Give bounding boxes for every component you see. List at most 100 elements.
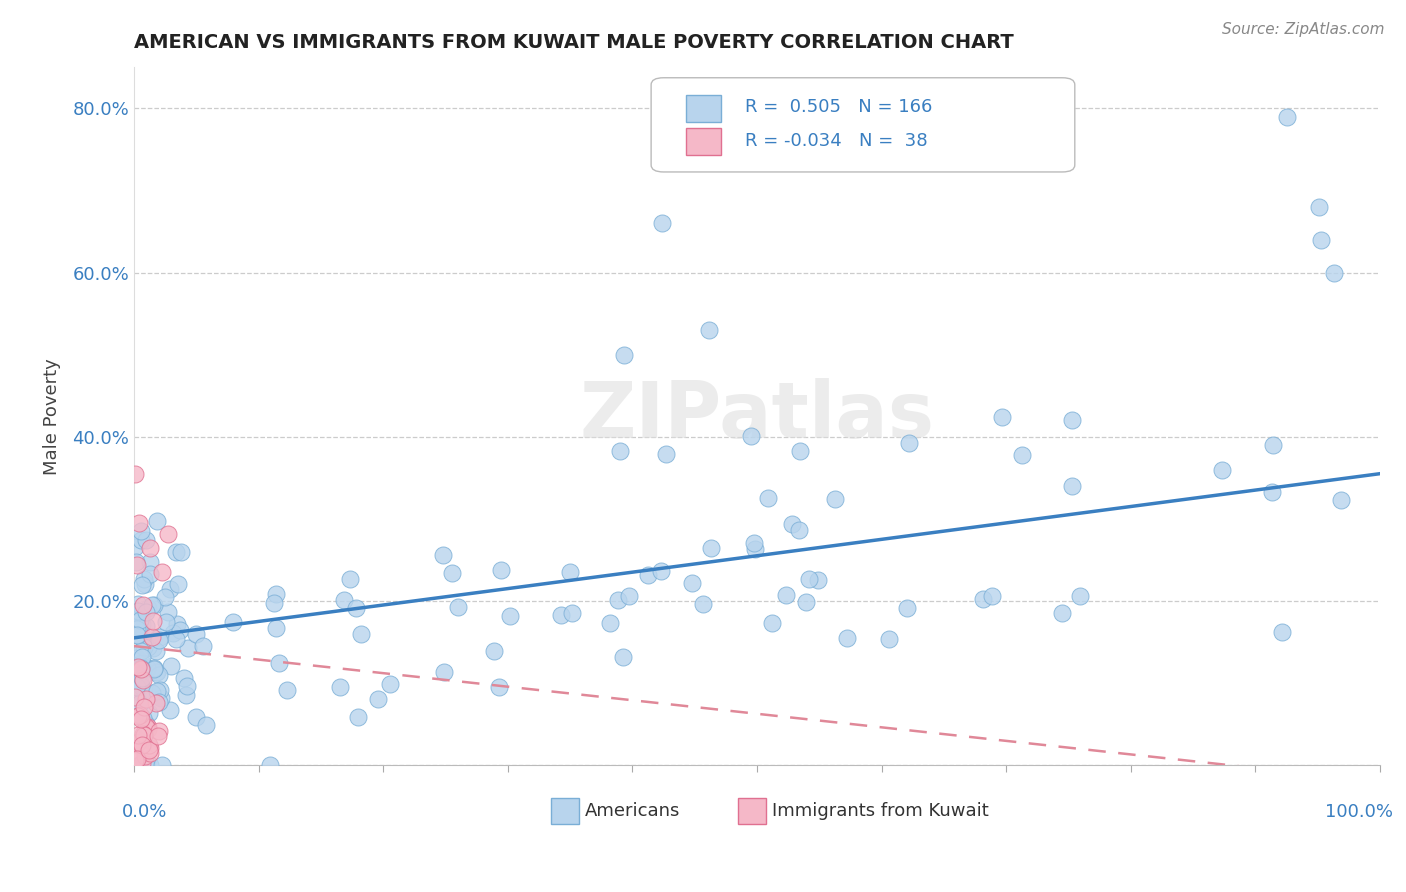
Point <box>141 641 163 656</box>
Point <box>1309 233 1331 247</box>
Point <box>184 710 207 724</box>
Point <box>138 706 160 720</box>
Point <box>132 640 155 655</box>
Point <box>794 595 817 609</box>
Point <box>1330 493 1353 508</box>
Point <box>124 615 146 630</box>
Point <box>124 650 146 665</box>
Point <box>606 593 628 607</box>
Point <box>367 692 389 706</box>
Point <box>136 722 159 736</box>
Y-axis label: Male Poverty: Male Poverty <box>44 358 60 475</box>
Point <box>186 627 208 641</box>
Point <box>550 608 572 623</box>
Point <box>128 621 150 635</box>
Point <box>824 492 846 507</box>
Point <box>440 566 463 580</box>
Point <box>129 608 152 623</box>
Point <box>787 523 810 537</box>
Point <box>433 665 456 679</box>
Point <box>329 680 352 694</box>
Point <box>128 739 150 753</box>
Point <box>139 567 162 582</box>
Point <box>135 606 157 620</box>
Point <box>129 662 152 676</box>
Point <box>125 651 148 665</box>
Point <box>132 673 155 687</box>
Point <box>129 675 152 690</box>
Point <box>129 696 152 710</box>
Point <box>350 627 373 641</box>
Point <box>132 572 155 586</box>
Point <box>125 612 148 626</box>
Point <box>129 708 152 723</box>
Point <box>157 606 180 620</box>
Point <box>143 598 166 612</box>
Text: Immigrants from Kuwait: Immigrants from Kuwait <box>772 802 988 820</box>
Point <box>142 614 165 628</box>
Point <box>775 588 797 602</box>
Point <box>143 661 166 675</box>
Point <box>135 716 157 731</box>
Text: R = -0.034   N =  38: R = -0.034 N = 38 <box>745 132 927 150</box>
Point <box>145 665 167 679</box>
Point <box>145 696 167 710</box>
Point <box>134 576 156 591</box>
Point <box>128 661 150 675</box>
Bar <box>686 128 721 154</box>
Point <box>139 758 162 772</box>
Point <box>131 578 153 592</box>
Point <box>756 491 779 505</box>
Point <box>138 743 160 757</box>
Point <box>135 692 157 706</box>
Point <box>1062 413 1084 427</box>
Point <box>264 587 287 601</box>
Point <box>1261 438 1284 452</box>
Point <box>124 690 146 704</box>
Point <box>1060 479 1083 493</box>
Point <box>194 717 217 731</box>
Point <box>135 758 157 772</box>
Point <box>699 323 721 337</box>
Point <box>138 600 160 615</box>
Text: AMERICAN VS IMMIGRANTS FROM KUWAIT MALE POVERTY CORRELATION CHART: AMERICAN VS IMMIGRANTS FROM KUWAIT MALE … <box>134 33 1014 52</box>
Point <box>1271 625 1294 640</box>
Point <box>159 582 181 596</box>
Point <box>650 564 672 578</box>
Point <box>166 617 188 632</box>
Point <box>167 577 190 591</box>
Point <box>1323 266 1346 280</box>
Point <box>991 410 1014 425</box>
Point <box>155 615 177 629</box>
Text: 0.0%: 0.0% <box>121 804 167 822</box>
Point <box>145 644 167 658</box>
Point <box>127 627 149 641</box>
Point <box>807 574 830 588</box>
Text: Americans: Americans <box>585 802 681 820</box>
Point <box>138 555 160 569</box>
Point <box>347 710 370 724</box>
Point <box>162 625 184 640</box>
Point <box>263 597 285 611</box>
Point <box>447 600 470 615</box>
Point <box>128 758 150 772</box>
Point <box>138 541 160 555</box>
Point <box>141 598 163 612</box>
Point <box>742 536 765 550</box>
Point <box>132 700 155 714</box>
Point <box>339 572 361 586</box>
Point <box>173 671 195 685</box>
Point <box>127 735 149 749</box>
Point <box>148 729 170 743</box>
Point <box>609 443 631 458</box>
Point <box>156 526 179 541</box>
Point <box>877 632 900 647</box>
Point <box>153 591 176 605</box>
Point <box>744 542 766 557</box>
Point <box>146 514 169 528</box>
Point <box>1050 607 1073 621</box>
Point <box>482 644 505 658</box>
Point <box>131 632 153 646</box>
Point <box>132 726 155 740</box>
Point <box>125 623 148 637</box>
